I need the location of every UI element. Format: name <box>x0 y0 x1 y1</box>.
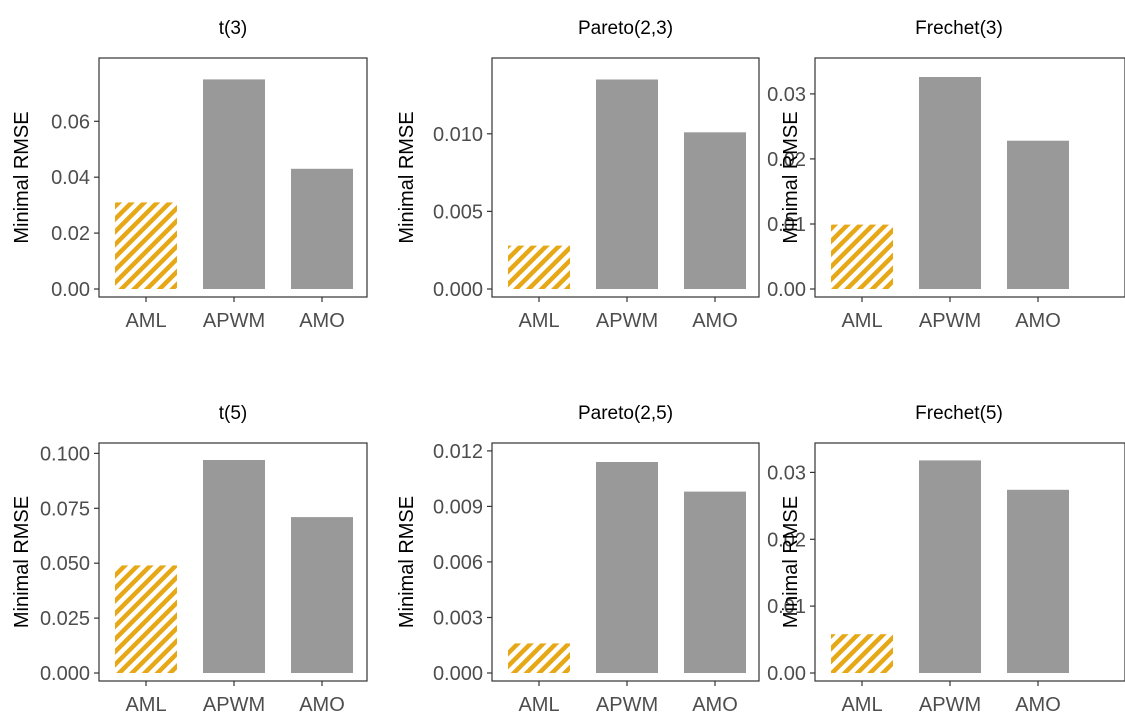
y-tick-label: 0.050 <box>40 553 90 575</box>
x-tick-label: AMO <box>299 694 345 716</box>
x-tick-label: AML <box>841 694 882 716</box>
bar-aml <box>508 245 570 289</box>
panel-3: 0.00 0.01 0.02 0.03 AML APWM AMO Frechet(3) Mini… <box>767 18 1125 332</box>
x-tick-label: AMO <box>1015 310 1061 332</box>
bar-amo <box>1007 140 1069 289</box>
y-tick-label: 0.02 <box>767 529 806 551</box>
y-tick-label: 0.003 <box>433 608 483 630</box>
y-tick-label: 0.00 <box>51 279 90 301</box>
y-tick-label: 0.100 <box>40 443 90 465</box>
panel-6: 0.00 0.01 0.02 0.03 AML APWM AMO Frechet(5) Mini… <box>767 403 1125 716</box>
y-tick-label: 0.02 <box>767 149 806 171</box>
panel-title: Pareto(2,3) <box>578 18 673 39</box>
y-axis-label: Minimal RMSE <box>11 496 33 628</box>
bar-amo <box>291 168 353 289</box>
panel-5: 0.000 0.003 0.006 0.009 0.012 AML APWM AMO Paret… <box>396 403 760 716</box>
x-tick-label: AML <box>518 694 559 716</box>
y-axis-label: Minimal RMSE <box>396 496 418 628</box>
y-tick-label: 0.006 <box>433 552 483 574</box>
panel-frame <box>814 442 1125 682</box>
bar-amo <box>291 517 353 673</box>
y-tick-label: 0.012 <box>433 441 483 463</box>
bar-aml <box>115 565 177 673</box>
x-tick-label: APWM <box>919 694 981 716</box>
panel-title: t(3) <box>219 18 248 39</box>
x-tick-label: AML <box>841 310 882 332</box>
panel-title: Pareto(2,5) <box>578 403 673 424</box>
x-tick-label: APWM <box>596 310 658 332</box>
panel-title: t(5) <box>219 403 248 424</box>
panel-title: Frechet(5) <box>915 403 1003 424</box>
y-tick-label: 0.00 <box>767 279 806 301</box>
bar-amo <box>684 132 746 289</box>
x-tick-label: APWM <box>596 694 658 716</box>
y-axis-label: Minimal RMSE <box>396 111 418 243</box>
y-tick-label: 0.000 <box>433 279 483 301</box>
x-tick-label: APWM <box>203 310 265 332</box>
x-tick-label: AML <box>125 310 166 332</box>
x-tick-label: APWM <box>203 694 265 716</box>
y-tick-label: 0.01 <box>767 596 806 618</box>
y-tick-label: 0.000 <box>433 663 483 685</box>
y-tick-label: 0.04 <box>51 167 90 189</box>
bar-apwm <box>203 460 265 673</box>
panel-frame <box>491 57 760 298</box>
y-tick-label: 0.009 <box>433 496 483 518</box>
y-axis-label: Minimal RMSE <box>780 111 802 243</box>
bar-apwm <box>919 460 981 673</box>
y-tick-label: 0.025 <box>40 608 90 630</box>
x-tick-label: AML <box>125 694 166 716</box>
x-tick-label: AMO <box>692 310 738 332</box>
bar-aml <box>831 224 893 289</box>
y-tick-label: 0.075 <box>40 498 90 520</box>
x-tick-label: AML <box>518 310 559 332</box>
y-tick-label: 0.03 <box>767 462 806 484</box>
y-axis-label: Minimal RMSE <box>11 111 33 243</box>
panel-2: 0.000 0.005 0.010 AML APWM AMO Pareto(2,3) Mini… <box>396 18 760 332</box>
y-axis-label: Minimal RMSE <box>780 496 802 628</box>
bar-apwm <box>919 77 981 289</box>
panel-4: 0.000 0.025 0.050 0.075 0.100 AML APWM AMO t(5) M… <box>11 403 368 716</box>
y-tick-label: 0.01 <box>767 214 806 236</box>
bar-aml <box>508 643 570 673</box>
panel-frame <box>98 442 368 682</box>
bar-apwm <box>596 462 658 673</box>
bar-amo <box>1007 489 1069 673</box>
y-tick-label: 0.02 <box>51 223 90 245</box>
x-tick-label: AMO <box>1015 694 1061 716</box>
y-tick-label: 0.005 <box>433 201 483 223</box>
y-tick-label: 0.000 <box>40 663 90 685</box>
y-tick-label: 0.06 <box>51 111 90 133</box>
panel-frame <box>814 57 1125 298</box>
y-tick-label: 0.03 <box>767 84 806 106</box>
bar-apwm <box>203 79 265 290</box>
bar-apwm <box>596 79 658 289</box>
bar-amo <box>684 491 746 673</box>
bar-aml <box>115 202 177 289</box>
y-tick-label: 0.010 <box>433 124 483 146</box>
x-tick-label: AMO <box>692 694 738 716</box>
x-tick-label: APWM <box>919 310 981 332</box>
y-tick-label: 0.00 <box>767 663 806 685</box>
panel-1: 0.00 0.02 0.04 0.06 AML APWM AMO t(3) Minimal RM… <box>11 18 368 332</box>
x-tick-label: AMO <box>299 310 345 332</box>
bar-aml <box>831 634 893 673</box>
panel-title: Frechet(3) <box>915 18 1003 39</box>
